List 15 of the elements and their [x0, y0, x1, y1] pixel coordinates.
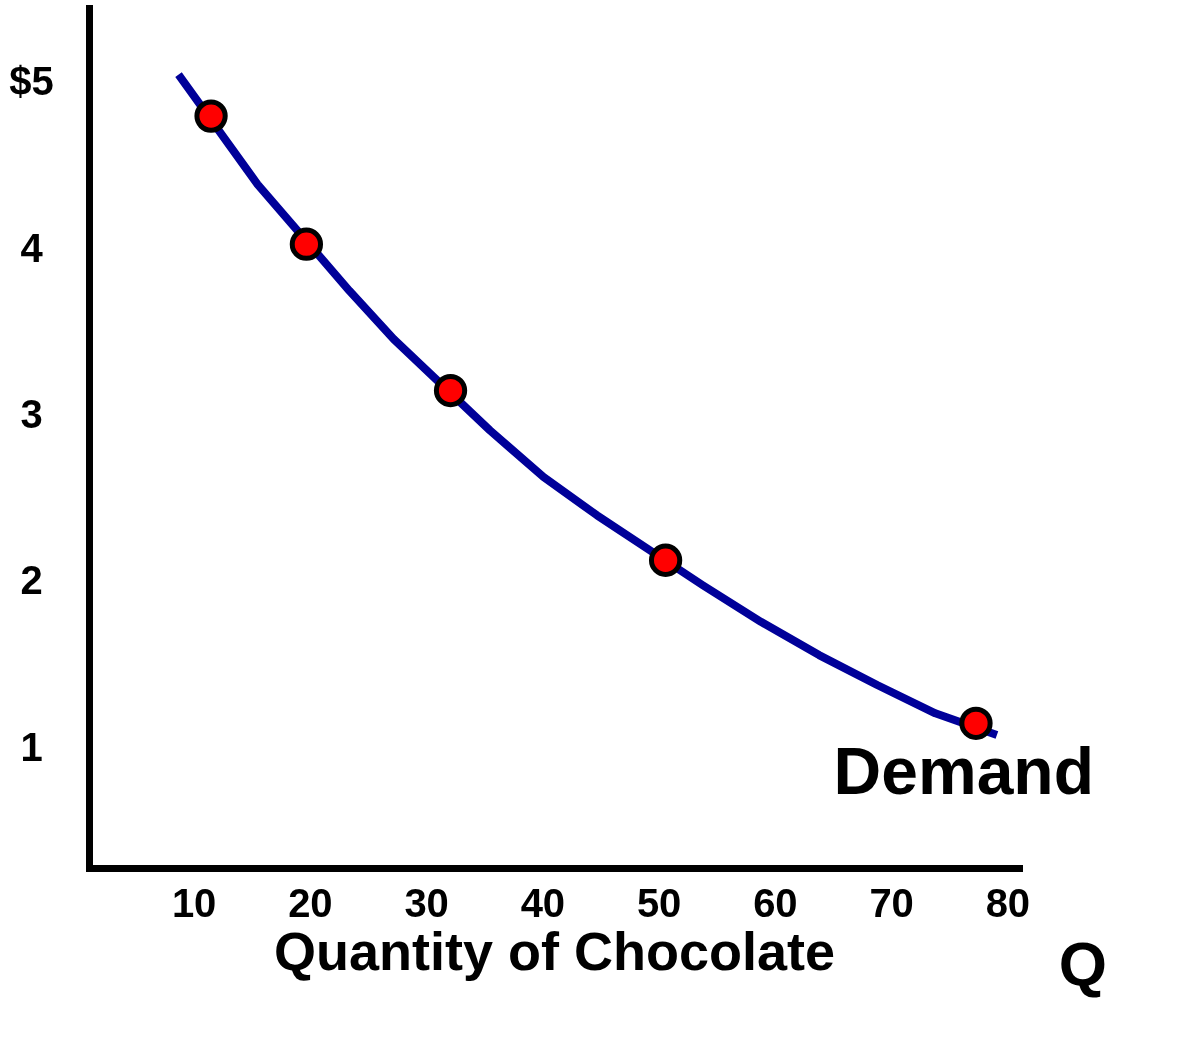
text: Q [1058, 929, 1107, 998]
y-tick-label: $5 [9, 59, 54, 104]
y-tick-label: 1 [20, 724, 43, 769]
point [433, 373, 468, 408]
x-tick-label: 70 [869, 880, 914, 925]
x-tick-label: 80 [985, 880, 1031, 925]
point [289, 227, 324, 261]
annotation: Demand [833, 734, 1094, 808]
point [194, 99, 228, 133]
y-tick-label: 2 [20, 558, 43, 603]
y-tick-label: 3 [20, 392, 43, 437]
point [959, 706, 993, 740]
point [648, 543, 683, 577]
y-tick-label: 4 [20, 225, 44, 270]
x-tick-label: 10 [171, 880, 217, 925]
